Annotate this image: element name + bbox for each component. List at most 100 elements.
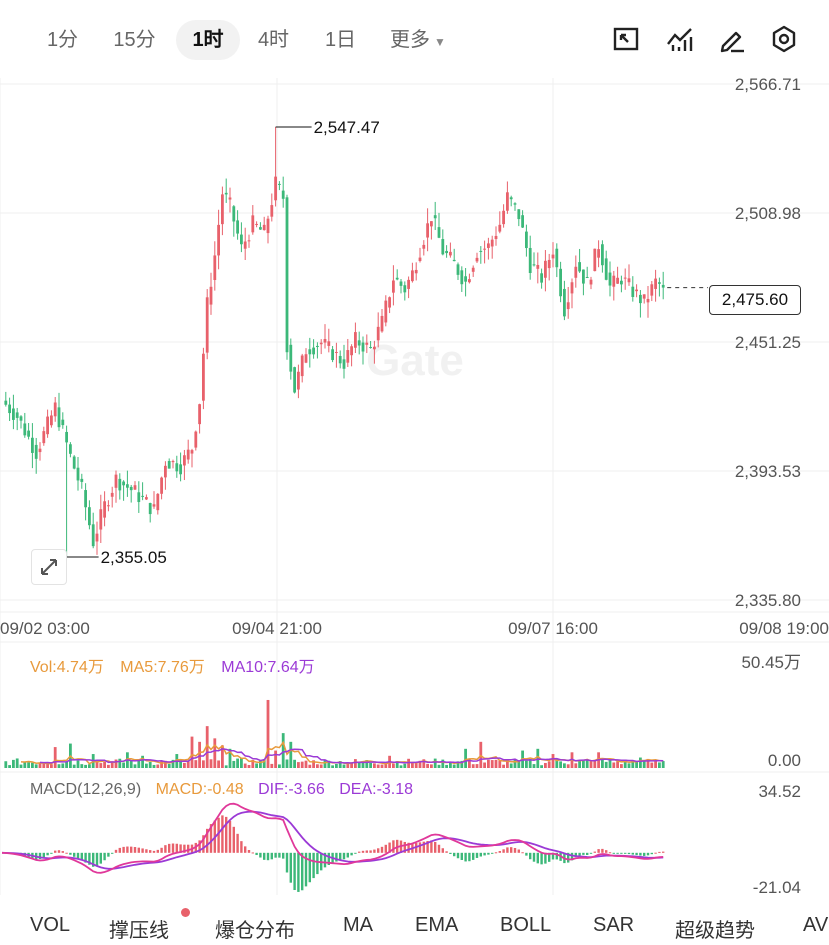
tab-more[interactable]: 更多 ▼ (380, 20, 456, 60)
volume-bar (308, 764, 312, 768)
y-tick-label: 2,393.53 (735, 462, 801, 481)
volume-bar (513, 758, 517, 768)
volume-bar (616, 761, 619, 768)
candle-body (126, 484, 129, 488)
macd-histogram-bar (624, 852, 627, 854)
candle-body (114, 474, 118, 488)
candle-body (608, 272, 612, 286)
indicator-nav: VOL 撑压线 爆仓分布 MA EMA BOLL SAR 超级趋势 AV (0, 900, 829, 945)
volume-bar (399, 765, 403, 768)
nav-support-resistance[interactable]: 撑压线 (109, 920, 169, 942)
candle-body (251, 215, 255, 233)
macd-histogram-bar (658, 851, 661, 853)
nav-avl[interactable]: AV (803, 914, 829, 936)
tab-1min[interactable]: 1分 (46, 29, 79, 51)
candle-body (361, 342, 365, 352)
indicator-button[interactable] (665, 24, 695, 54)
tab-4hour[interactable]: 4时 (257, 29, 290, 51)
macd-histogram-bar (54, 850, 57, 853)
candle-body (616, 277, 619, 284)
nav-vol[interactable]: VOL (30, 914, 71, 936)
macd-histogram-bar (422, 841, 425, 853)
candle-body (452, 259, 456, 262)
volume-bar (430, 764, 433, 768)
macd-histogram-bar (179, 844, 182, 853)
candle-body (262, 224, 266, 231)
volume-bar (262, 758, 266, 768)
macd-histogram-bar (285, 852, 289, 873)
candle-body (430, 221, 433, 227)
volume-bar (490, 760, 494, 768)
volume-bar (103, 761, 106, 768)
volume-bar (354, 759, 357, 768)
candle-body (213, 255, 217, 280)
macd-histogram-bar (536, 852, 539, 864)
fullscreen-button[interactable] (611, 24, 641, 54)
volume-bar (380, 764, 384, 768)
volume-bar (61, 763, 65, 768)
candle-body (167, 461, 171, 469)
macd-histogram-bar (589, 852, 593, 854)
volume-bar (331, 765, 334, 768)
indicator-icon (667, 28, 693, 51)
macd-histogram-bar (278, 852, 281, 858)
candle-body (179, 464, 182, 475)
volume-bar (437, 764, 441, 768)
volume-bar (338, 761, 342, 768)
candle-body (293, 367, 296, 393)
candle-body (350, 346, 353, 356)
macd-histogram-bar (555, 852, 558, 860)
draw-button[interactable] (717, 24, 747, 54)
candle-body (555, 248, 559, 268)
macd-histogram-bar (521, 852, 524, 854)
macd-histogram-bar (217, 817, 220, 853)
nav-liquidation-map[interactable]: 爆仓分布 (215, 920, 295, 942)
volume-bar (658, 762, 661, 768)
candle-body (593, 248, 597, 272)
nav-supertrend[interactable]: 超级趋势 (675, 920, 755, 942)
candle-body (604, 258, 608, 280)
macd-histogram-bar (137, 847, 140, 853)
candle-body (331, 349, 334, 361)
nav-ema[interactable]: EMA (415, 914, 459, 936)
nav-boll[interactable]: BOLL (500, 914, 552, 936)
settings-button[interactable] (769, 24, 799, 54)
macd-max-label: 34.52 (758, 782, 801, 801)
volume-bar (247, 764, 251, 768)
tab-1hour[interactable]: 1时 (176, 20, 240, 60)
candle-body (418, 257, 422, 262)
candle-body (88, 507, 91, 526)
volume-bar (27, 762, 30, 768)
volume-bar (551, 754, 555, 768)
macd-histogram-bar (483, 852, 486, 856)
candle-body (205, 297, 209, 353)
macd-histogram-bar (282, 852, 285, 859)
volume-bar (232, 760, 236, 768)
candle-body (107, 505, 110, 507)
macd-histogram-bar (544, 852, 547, 864)
macd-histogram-bar (263, 852, 266, 860)
candle-body (456, 264, 460, 275)
macd-histogram-bar (171, 843, 175, 853)
macd-histogram-bar (464, 852, 467, 862)
tab-15min[interactable]: 15分 (113, 29, 156, 51)
macd-histogram-bar (266, 852, 270, 861)
macd-histogram-bar (316, 852, 319, 875)
candle-body (627, 278, 631, 283)
macd-histogram-bar (270, 852, 273, 860)
candle-body (198, 404, 201, 425)
volume-bar (179, 759, 182, 768)
macd-histogram-bar (510, 847, 513, 853)
candle-body (34, 444, 38, 459)
volume-bar (460, 760, 464, 768)
candle-body (449, 251, 452, 256)
tab-1day[interactable]: 1日 (324, 29, 357, 51)
macd-histogram-bar (80, 852, 83, 861)
nav-ma[interactable]: MA (343, 914, 373, 936)
volume-bar (65, 761, 68, 768)
candle-body (532, 264, 536, 266)
macd-histogram-bar (567, 852, 570, 863)
expand-chart-button[interactable] (31, 549, 67, 585)
nav-sar[interactable]: SAR (593, 914, 635, 936)
